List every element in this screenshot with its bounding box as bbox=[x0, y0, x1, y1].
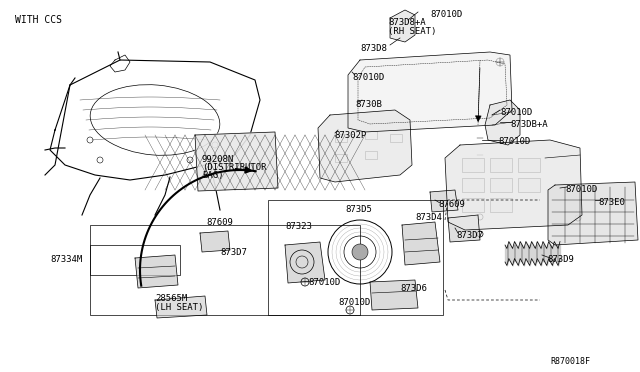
Bar bbox=[518, 158, 540, 172]
Circle shape bbox=[352, 244, 368, 260]
Polygon shape bbox=[155, 296, 207, 318]
Text: 87010D: 87010D bbox=[308, 278, 340, 287]
Text: 87010D: 87010D bbox=[565, 185, 597, 194]
Polygon shape bbox=[430, 190, 458, 212]
Text: (DISTRIBUTOR: (DISTRIBUTOR bbox=[202, 163, 266, 172]
Bar bbox=[462, 158, 484, 172]
Text: 873D9: 873D9 bbox=[547, 255, 574, 264]
Text: (LH SEAT): (LH SEAT) bbox=[155, 303, 204, 312]
Text: 87010D: 87010D bbox=[500, 108, 532, 117]
Text: 87010D: 87010D bbox=[352, 73, 384, 82]
Text: 87609: 87609 bbox=[206, 218, 233, 227]
Bar bbox=[490, 158, 512, 172]
Bar bbox=[365, 131, 377, 139]
Polygon shape bbox=[318, 110, 412, 182]
Text: 87323: 87323 bbox=[285, 222, 312, 231]
Bar bbox=[490, 198, 512, 212]
Polygon shape bbox=[448, 215, 480, 242]
Bar bbox=[490, 178, 512, 192]
Text: 99208N: 99208N bbox=[202, 155, 234, 164]
Text: 87010D: 87010D bbox=[338, 298, 371, 307]
Text: 873D5: 873D5 bbox=[345, 205, 372, 214]
Bar bbox=[90, 245, 180, 275]
Bar bbox=[335, 154, 347, 162]
Text: 873DB+A: 873DB+A bbox=[510, 120, 548, 129]
Bar bbox=[365, 151, 377, 159]
Polygon shape bbox=[195, 132, 278, 191]
Bar bbox=[462, 178, 484, 192]
Polygon shape bbox=[135, 255, 178, 288]
Text: 873D8: 873D8 bbox=[360, 44, 387, 53]
Text: 873D8+A: 873D8+A bbox=[388, 18, 426, 27]
Text: 87010D: 87010D bbox=[430, 10, 462, 19]
Text: 873D7: 873D7 bbox=[220, 248, 247, 257]
Text: 873D7: 873D7 bbox=[456, 231, 483, 240]
Text: 87334M: 87334M bbox=[50, 255, 83, 264]
Bar bbox=[335, 134, 347, 142]
Polygon shape bbox=[348, 52, 512, 132]
Text: BAG): BAG) bbox=[202, 171, 223, 180]
Bar bbox=[462, 198, 484, 212]
Bar bbox=[390, 134, 402, 142]
Polygon shape bbox=[402, 222, 440, 265]
Text: 873D6: 873D6 bbox=[400, 284, 427, 293]
Polygon shape bbox=[200, 231, 230, 252]
Bar bbox=[90, 225, 360, 315]
Text: 8730B: 8730B bbox=[355, 100, 382, 109]
Polygon shape bbox=[548, 182, 638, 245]
Text: WITH CCS: WITH CCS bbox=[15, 15, 62, 25]
Text: 873D4: 873D4 bbox=[415, 213, 442, 222]
Polygon shape bbox=[445, 140, 582, 230]
Text: 873E0: 873E0 bbox=[598, 198, 625, 207]
Text: 87010D: 87010D bbox=[498, 137, 531, 146]
Polygon shape bbox=[390, 10, 415, 42]
Text: 87609: 87609 bbox=[438, 200, 465, 209]
Bar bbox=[518, 178, 540, 192]
Text: 28565M: 28565M bbox=[155, 294, 188, 303]
Text: (RH SEAT): (RH SEAT) bbox=[388, 27, 436, 36]
Text: 87302P: 87302P bbox=[334, 131, 366, 140]
Polygon shape bbox=[370, 280, 418, 310]
Text: R870018F: R870018F bbox=[550, 357, 590, 366]
Polygon shape bbox=[485, 100, 520, 145]
Bar bbox=[268, 200, 443, 315]
Polygon shape bbox=[285, 242, 325, 283]
